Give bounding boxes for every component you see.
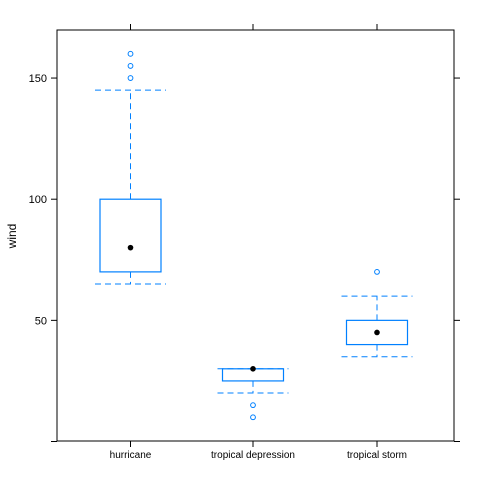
box-group [95, 50, 166, 285]
box-group [341, 268, 413, 358]
y-axis-label: wind [5, 224, 19, 250]
outlier-point [127, 50, 134, 57]
outlier-point [250, 414, 256, 421]
box-group [217, 366, 289, 421]
y-tick-label: 100 [29, 194, 47, 206]
outlier-point [127, 63, 134, 69]
box-iqr [99, 198, 162, 273]
median-point [374, 329, 380, 336]
box-series [95, 50, 413, 421]
x-tick-label: tropical depression [211, 450, 295, 461]
y-axis: 50 100 150 [29, 73, 460, 442]
y-tick-label: 50 [35, 315, 47, 327]
outlier-point [250, 402, 256, 409]
outlier-point [127, 75, 134, 81]
x-axis: hurricane tropical depression tropical sto… [110, 24, 407, 461]
plot-frame [56, 29, 455, 442]
x-tick-label: tropical storm [347, 450, 407, 461]
box-iqr [345, 319, 409, 346]
outlier-point [374, 268, 380, 275]
median-point [127, 244, 134, 251]
y-tick-label: 150 [29, 73, 47, 85]
median-point [250, 366, 256, 372]
x-tick-label: hurricane [110, 450, 152, 461]
